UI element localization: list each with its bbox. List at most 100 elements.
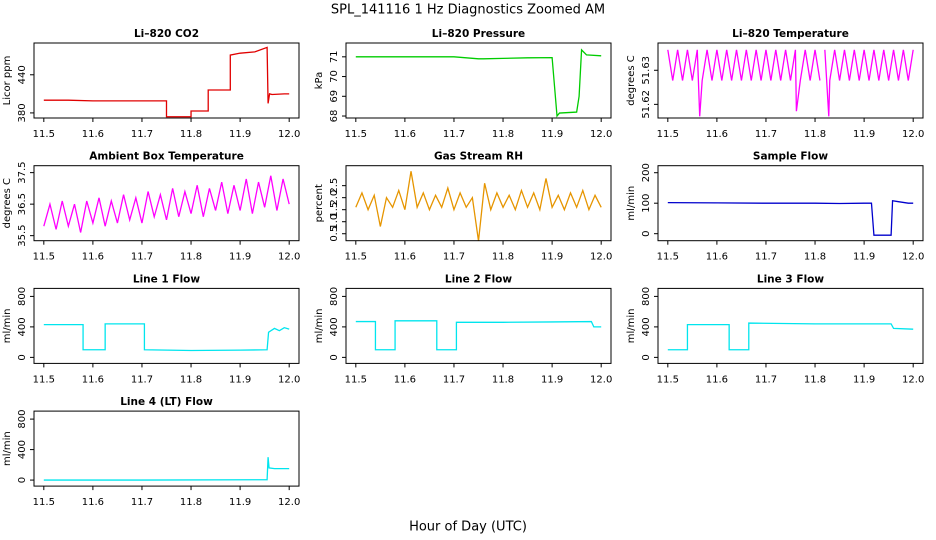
y-tick-label: 51.62 [641, 90, 652, 119]
panel-title: Line 3 Flow [757, 273, 824, 285]
x-tick-label: 11.8 [804, 129, 826, 140]
x-tick-label: 11.5 [33, 129, 55, 140]
y-tick-label: 51.63 [641, 56, 652, 85]
x-tick-label: 11.8 [492, 129, 514, 140]
data-line [355, 171, 602, 241]
x-tick-label: 11.6 [706, 129, 728, 140]
y-tick-label: 400 [17, 440, 28, 459]
panel-title: Line 2 Flow [445, 273, 512, 285]
x-tick-label: 12.0 [278, 497, 300, 508]
x-tick-label: 11.5 [345, 129, 367, 140]
data-line [667, 49, 914, 117]
y-tick-label: 100 [641, 194, 652, 213]
y-tick-label: 200 [641, 163, 652, 182]
panel-title: Li–820 Pressure [432, 28, 525, 40]
x-tick-label: 11.8 [180, 374, 202, 385]
x-tick-label: 11.6 [82, 497, 104, 508]
y-tick-label: 0 [17, 354, 28, 360]
x-tick-label: 11.6 [394, 129, 416, 140]
y-tick-label: 68 [329, 110, 340, 123]
x-tick-label: 11.7 [443, 129, 465, 140]
x-tick-label: 11.7 [131, 497, 153, 508]
x-tick-label: 11.6 [82, 374, 104, 385]
plot-frame [657, 287, 924, 364]
plot-frame [345, 287, 612, 364]
data-line [43, 175, 290, 233]
y-axis-label: Licor ppm [2, 56, 13, 106]
x-tick-label: 11.5 [345, 252, 367, 263]
data-line [667, 200, 914, 236]
x-tick-label: 11.9 [229, 252, 251, 263]
data-line [43, 46, 290, 118]
x-tick-label: 11.9 [229, 374, 251, 385]
y-tick-label: 800 [17, 287, 28, 306]
panel-title: Ambient Box Temperature [89, 151, 244, 163]
panel-title: Line 4 (LT) Flow [120, 396, 213, 408]
x-tick-label: 12.0 [278, 252, 300, 263]
y-tick-label: 1.5 [329, 202, 340, 218]
data-line [43, 457, 290, 481]
x-tick-label: 11.8 [180, 497, 202, 508]
y-tick-label: 380 [17, 103, 28, 122]
y-tick-label: 440 [17, 65, 28, 84]
x-tick-label: 11.8 [180, 252, 202, 263]
x-tick-label: 11.7 [755, 252, 777, 263]
x-tick-label: 11.9 [229, 497, 251, 508]
x-tick-label: 11.8 [492, 374, 514, 385]
x-tick-label: 11.6 [706, 252, 728, 263]
y-tick-label: 800 [641, 287, 652, 306]
x-tick-label: 11.5 [657, 252, 679, 263]
data-line [667, 322, 914, 351]
panel-title: Li–820 CO2 [134, 28, 199, 40]
y-tick-label: 69 [329, 90, 340, 103]
x-tick-label: 11.7 [443, 374, 465, 385]
x-tick-label: 11.6 [82, 252, 104, 263]
x-tick-label: 11.6 [394, 252, 416, 263]
x-tick-label: 12.0 [902, 252, 924, 263]
x-tick-label: 11.9 [853, 252, 875, 263]
x-tick-label: 11.5 [33, 252, 55, 263]
y-tick-label: 400 [329, 317, 340, 336]
y-axis-label: degrees C [2, 178, 13, 228]
x-tick-label: 11.8 [180, 129, 202, 140]
panel-title: Li–820 Temperature [732, 28, 849, 40]
x-axis-label: Hour of Day (UTC) [409, 520, 527, 535]
y-axis-label: degrees C [626, 55, 637, 105]
y-tick-label: 37.5 [17, 161, 28, 183]
y-tick-label: 70 [329, 70, 340, 83]
y-tick-label: 71 [329, 50, 340, 63]
x-tick-label: 11.7 [131, 129, 153, 140]
y-tick-label: 0.5 [329, 226, 340, 242]
x-tick-label: 11.5 [657, 374, 679, 385]
x-tick-label: 11.6 [394, 374, 416, 385]
x-tick-label: 12.0 [278, 129, 300, 140]
x-tick-label: 11.5 [657, 129, 679, 140]
y-tick-label: 0 [329, 354, 340, 360]
x-tick-label: 11.9 [229, 129, 251, 140]
y-axis-label: ml/min [2, 431, 13, 466]
data-line [43, 323, 290, 352]
x-tick-label: 11.9 [541, 129, 563, 140]
y-tick-label: 1.0 [329, 214, 340, 230]
y-axis-label: ml/min [314, 309, 325, 344]
plot-frame [345, 165, 612, 242]
plot-frame [657, 165, 924, 242]
y-tick-label: 800 [17, 410, 28, 429]
x-tick-label: 12.0 [902, 374, 924, 385]
x-tick-label: 12.0 [278, 374, 300, 385]
x-tick-label: 11.7 [443, 252, 465, 263]
x-tick-label: 11.7 [131, 252, 153, 263]
x-tick-label: 11.7 [755, 129, 777, 140]
x-tick-label: 11.5 [33, 497, 55, 508]
y-tick-label: 400 [641, 317, 652, 336]
x-tick-label: 11.5 [33, 374, 55, 385]
x-tick-label: 11.5 [345, 374, 367, 385]
y-axis-label: ml/min [2, 309, 13, 344]
y-axis-label: kPa [314, 72, 325, 90]
y-tick-label: 35.5 [17, 225, 28, 247]
plot-frame [33, 287, 300, 364]
x-tick-label: 11.9 [853, 129, 875, 140]
x-tick-label: 11.7 [755, 374, 777, 385]
x-tick-label: 11.8 [492, 252, 514, 263]
